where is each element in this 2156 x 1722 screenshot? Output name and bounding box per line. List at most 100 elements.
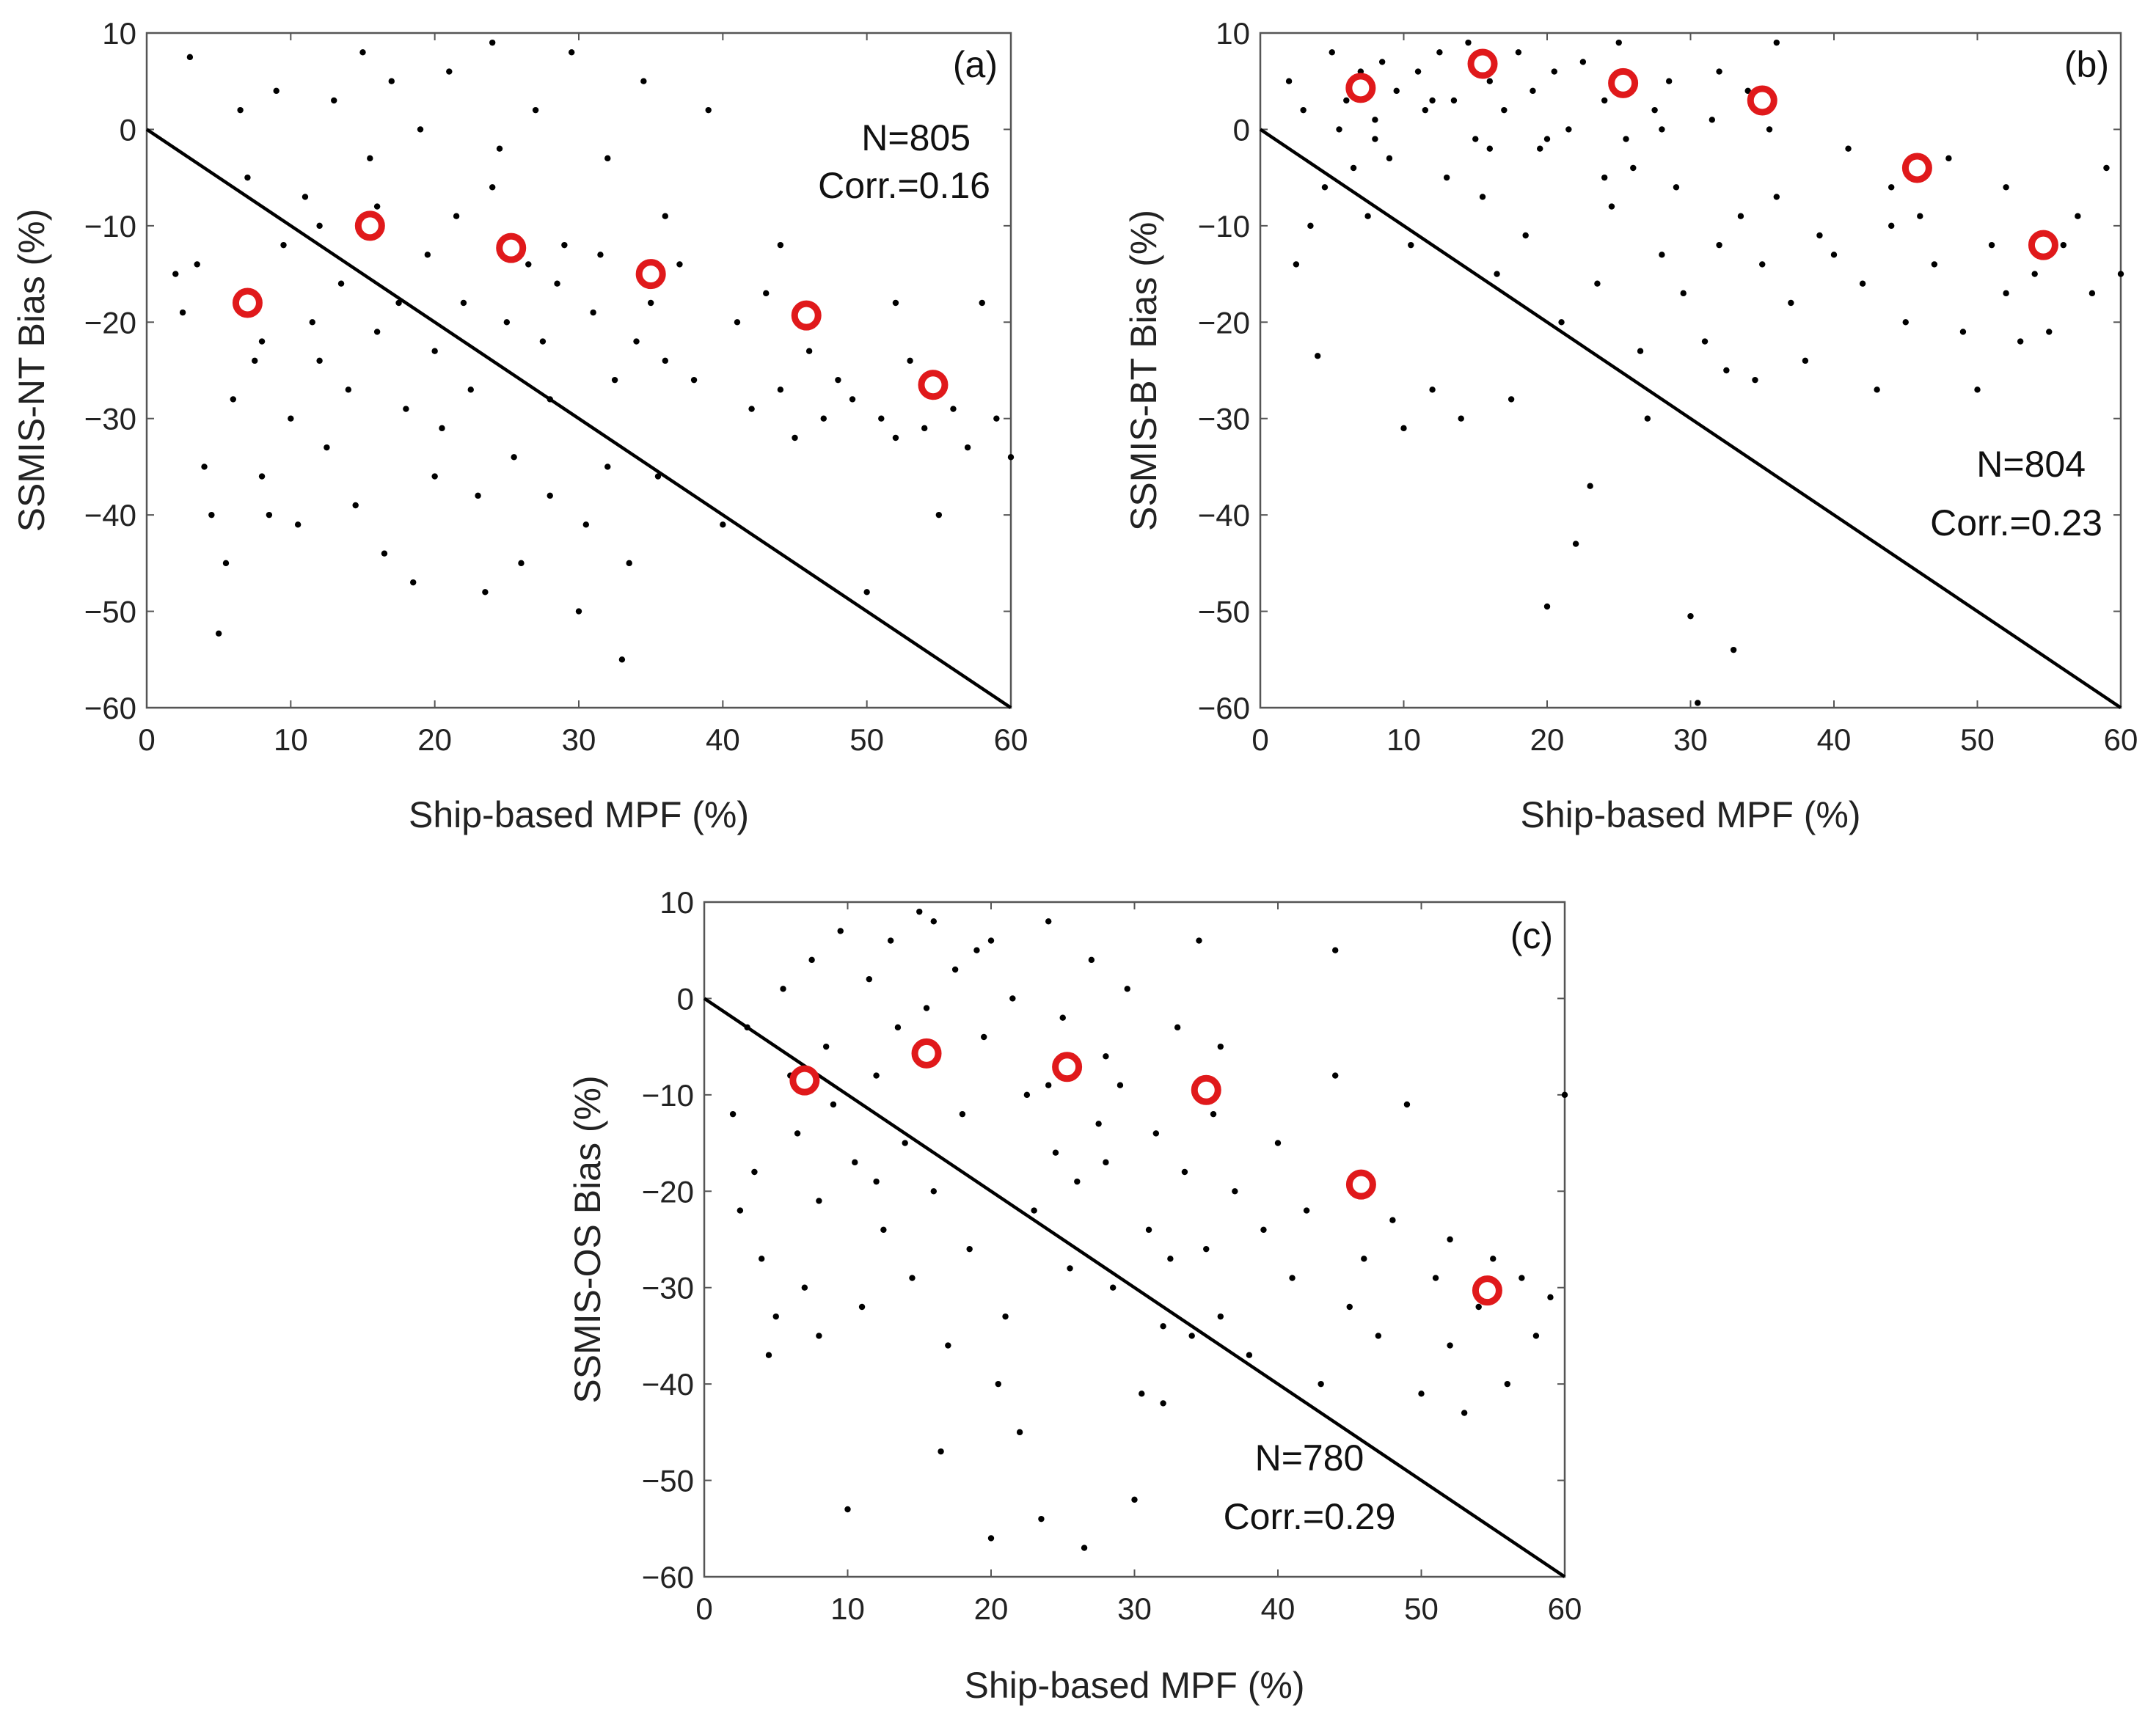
- panel-label: (a): [953, 44, 998, 85]
- scatter-point: [2046, 329, 2053, 335]
- scatter-point: [424, 252, 431, 258]
- sample-count-annotation: N=780: [1255, 1437, 1364, 1479]
- x-tick-label: 60: [994, 722, 1028, 757]
- scatter-point: [1422, 106, 1429, 114]
- scatter-point: [1443, 174, 1450, 181]
- y-tick-label: 10: [659, 885, 694, 920]
- scatter-point: [1486, 145, 1494, 152]
- x-tick-label: 20: [417, 722, 452, 757]
- scatter-point: [973, 947, 980, 953]
- scatter-point: [1594, 280, 1601, 287]
- scatter-point: [431, 473, 438, 480]
- scatter-point: [1293, 261, 1300, 268]
- scatter-point: [1608, 203, 1615, 210]
- scatter-point: [1501, 106, 1508, 114]
- scatter-point: [1408, 241, 1414, 249]
- scatter-point: [1196, 937, 1202, 944]
- scatter-point: [866, 975, 873, 983]
- scatter-point: [1400, 425, 1407, 432]
- scatter-point: [938, 1448, 944, 1455]
- y-tick-label: 0: [1233, 112, 1250, 147]
- scatter-point: [993, 415, 1000, 422]
- scatter-point: [772, 1313, 779, 1320]
- binned-mean-marker: [791, 300, 822, 331]
- scatter-point: [280, 241, 287, 249]
- reference-line: [703, 997, 1566, 1578]
- y-tick-label: −30: [642, 1271, 694, 1305]
- x-axis-label: Ship-based MPF (%): [964, 1665, 1304, 1706]
- scatter-point: [705, 106, 712, 114]
- x-tick-label: 0: [1251, 722, 1268, 757]
- scatter-point: [1773, 39, 1780, 46]
- x-tick-label: 10: [1386, 722, 1421, 757]
- scatter-point: [222, 560, 230, 567]
- scatter-point: [1361, 1256, 1367, 1262]
- scatter-point: [1572, 541, 1579, 547]
- scatter-point: [381, 550, 388, 557]
- scatter-point: [816, 1198, 822, 1204]
- x-tick-label: 40: [1817, 722, 1852, 757]
- scatter-point: [1558, 319, 1565, 326]
- scatter-point: [1565, 126, 1572, 133]
- scatter-point: [446, 68, 453, 75]
- scatter-point: [987, 937, 995, 944]
- scatter-point: [964, 444, 971, 451]
- scatter-point: [835, 376, 841, 384]
- scatter-point: [1343, 97, 1350, 104]
- scatter-point: [367, 155, 373, 162]
- scatter-point: [511, 454, 517, 461]
- scatter-point: [1759, 261, 1766, 268]
- binned-mean-marker: [1608, 67, 1639, 98]
- scatter-point: [1038, 1515, 1045, 1523]
- binned-means: [789, 1038, 1502, 1306]
- scatter-point: [1303, 1207, 1310, 1214]
- scatter-point: [179, 309, 186, 316]
- scatter-point: [1788, 299, 1794, 307]
- scatter-point: [1479, 194, 1486, 200]
- y-tick-label: −10: [84, 209, 136, 243]
- x-tick-label: 50: [1404, 1591, 1439, 1626]
- scatter-point: [987, 1535, 995, 1542]
- scatter-point: [950, 406, 957, 412]
- binned-mean-marker: [2028, 230, 2058, 260]
- x-tick-label: 60: [2104, 722, 2138, 757]
- y-tick-label: −60: [84, 691, 136, 725]
- y-tick-label: −20: [84, 305, 136, 340]
- scatter-point: [1874, 386, 1880, 393]
- scatter-point: [981, 1033, 987, 1041]
- y-tick-label: −60: [1198, 691, 1250, 725]
- scatter-point: [1465, 39, 1472, 46]
- sample-count-annotation: N=804: [1976, 444, 2086, 485]
- binned-mean-marker: [918, 370, 949, 400]
- scatter-point: [337, 280, 345, 287]
- scatter-point: [373, 203, 381, 210]
- y-tick-label: −10: [642, 1078, 694, 1113]
- scatter-point: [2103, 164, 2110, 172]
- binned-mean-marker: [1345, 73, 1376, 103]
- binned-mean-marker: [789, 1065, 820, 1096]
- scatter-point: [894, 1024, 902, 1031]
- binned-mean-marker: [232, 287, 263, 318]
- scatter-point: [1637, 348, 1644, 354]
- scatter-point: [777, 241, 784, 249]
- x-tick-label: 60: [1548, 1591, 1582, 1626]
- scatter-point: [1601, 97, 1608, 104]
- scatter-point: [1414, 68, 1422, 75]
- scatter-point: [805, 348, 813, 354]
- scatter-point: [1504, 1380, 1510, 1388]
- scatter-point: [1475, 1303, 1482, 1311]
- scatter-point: [858, 1303, 866, 1311]
- scatter-point: [1458, 415, 1464, 422]
- panel-label: (b): [2064, 44, 2109, 85]
- scatter-point: [979, 299, 985, 307]
- scatter-point: [873, 1072, 880, 1079]
- scatter-point: [1332, 947, 1339, 953]
- scatter-point: [1701, 338, 1709, 345]
- scatter-point: [1494, 271, 1500, 277]
- scatter-point: [1450, 97, 1458, 104]
- scatter-point: [201, 464, 208, 470]
- scatter-point: [258, 473, 266, 480]
- scatter-point: [1002, 1313, 1009, 1320]
- binned-mean-marker: [1052, 1052, 1083, 1082]
- scatter-point: [575, 608, 582, 615]
